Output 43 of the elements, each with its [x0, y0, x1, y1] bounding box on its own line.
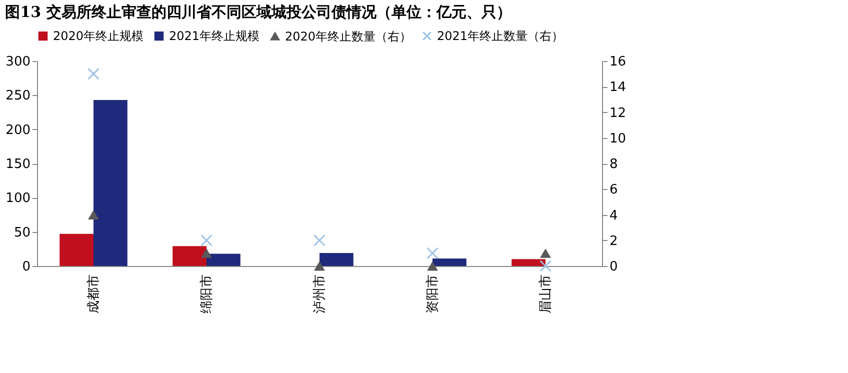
y-tick-label: 0: [22, 260, 30, 274]
y2-tick-label: 4: [610, 208, 618, 224]
y2-tick-label: 2: [610, 234, 618, 249]
x-tick-label: 成都市: [86, 274, 102, 314]
point: [201, 248, 212, 258]
x-tick-label: 泸州市: [312, 274, 328, 314]
legend-label: 2021年终止规模: [169, 29, 260, 44]
point: [314, 234, 326, 246]
y2-tick-label: 14: [610, 80, 626, 96]
x-tick-label: 眉山市: [538, 274, 554, 314]
point: [540, 260, 552, 272]
bar: [206, 254, 240, 266]
y2-tick-label: 0: [610, 260, 618, 274]
point: [426, 247, 438, 260]
point: [314, 261, 325, 271]
y2-tick-label: 16: [610, 54, 626, 70]
point: [88, 210, 99, 220]
bar: [60, 234, 94, 266]
y-tick-label: 200: [6, 122, 30, 138]
point: [427, 261, 438, 271]
y2-tick-label: 6: [610, 182, 618, 198]
y-tick-label: 100: [6, 191, 30, 206]
point: [200, 234, 212, 246]
legend-label: 2021年终止数量（右）: [437, 29, 564, 44]
legend-label: 2020年终止数量（右）: [285, 29, 412, 44]
bar: [94, 100, 128, 266]
legend-label: 2020年终止规模: [53, 29, 144, 44]
point: [88, 68, 100, 80]
x-tick-label: 绵阳市: [200, 274, 214, 314]
bar: [320, 253, 354, 266]
y2-tick-label: 12: [610, 106, 626, 121]
y-tick-label: 300: [6, 54, 30, 70]
y-tick-label: 250: [6, 88, 30, 104]
bar: [172, 246, 206, 266]
point: [540, 248, 551, 258]
bar: [512, 259, 546, 266]
y2-tick-label: 8: [610, 157, 618, 172]
y-tick-label: 50: [14, 225, 30, 240]
y-tick-label: 150: [6, 157, 30, 172]
y2-tick-label: 10: [610, 131, 626, 146]
bar: [432, 258, 466, 266]
x-tick-label: 资阳市: [426, 274, 440, 314]
chart-title: 图13 交易所终止审查的四川省不同区域城投公司债情况（单位：亿元、只）: [5, 3, 512, 21]
